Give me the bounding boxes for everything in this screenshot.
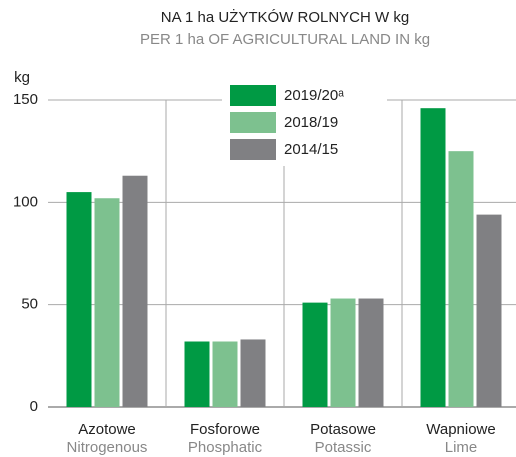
legend-swatch <box>230 139 276 160</box>
legend-label: 2019/20ᵃ <box>284 87 344 104</box>
legend-swatch <box>230 85 276 106</box>
legend-swatch <box>230 112 276 133</box>
y-axis-label: kg <box>14 69 30 86</box>
x-tick-label: Azotowe <box>78 421 136 438</box>
x-tick-label: Fosforowe <box>190 421 260 438</box>
x-tick-label-en: Phosphatic <box>188 439 263 456</box>
bar <box>212 341 238 407</box>
bar <box>420 108 446 407</box>
x-tick-label-en: Nitrogenous <box>67 439 148 456</box>
bar <box>94 198 120 407</box>
legend-label: 2018/19 <box>284 114 338 131</box>
y-tick-label: 50 <box>21 296 38 313</box>
bar <box>302 302 328 407</box>
bar <box>358 298 384 407</box>
bar <box>66 192 92 407</box>
x-tick-label-en: Potassic <box>315 439 372 456</box>
bar <box>122 175 148 407</box>
bar <box>240 339 266 407</box>
chart-title: NA 1 ha UŻYTKÓW ROLNYCH W kg <box>161 8 409 26</box>
bar <box>476 214 502 407</box>
x-tick-label: Wapniowe <box>426 421 495 438</box>
bar <box>448 151 474 407</box>
x-tick-label: Potasowe <box>310 421 376 438</box>
y-tick-label: 0 <box>30 398 38 415</box>
legend-label: 2014/15 <box>284 141 338 158</box>
x-tick-label-en: Lime <box>445 439 478 456</box>
bar <box>184 341 210 407</box>
y-tick-label: 100 <box>13 193 38 210</box>
bar <box>330 298 356 407</box>
chart-subtitle: PER 1 ha OF AGRICULTURAL LAND IN kg <box>140 31 430 48</box>
y-tick-label: 150 <box>13 91 38 108</box>
